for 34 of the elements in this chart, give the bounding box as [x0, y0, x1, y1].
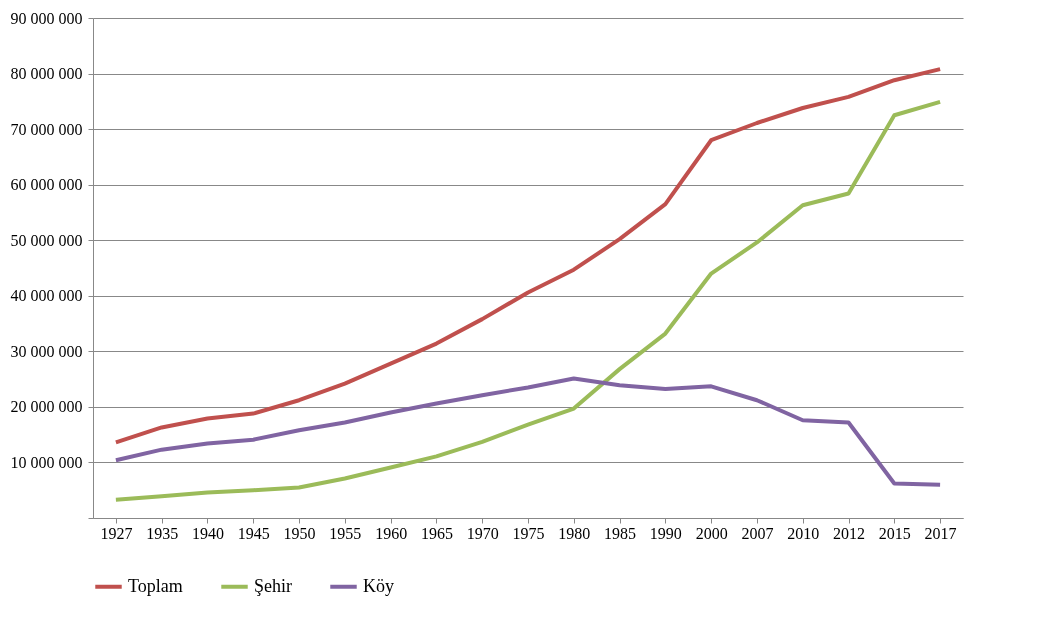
x-tick-label: 1970	[466, 524, 499, 542]
x-tick-label: 1927	[100, 524, 133, 542]
x-tick-label: 2000	[695, 524, 728, 542]
y-tick-label: 90 000 000	[10, 9, 83, 27]
line-series	[113, 376, 943, 487]
x-tick-label: 1990	[649, 524, 682, 542]
y-tick-label: 20 000 000	[10, 398, 83, 416]
x-tick-label: 1955	[329, 524, 362, 542]
x-tick-label: 2010	[787, 524, 820, 542]
y-tick-label: 40 000 000	[10, 287, 83, 305]
x-tick-label: 2017	[924, 524, 957, 542]
x-tick-label: 1945	[237, 524, 270, 542]
legend-label: Toplam	[128, 575, 183, 596]
x-tick-label: 2012	[833, 524, 866, 542]
legend-label: Köy	[363, 575, 394, 596]
line-series	[113, 67, 943, 445]
line-series	[113, 99, 943, 502]
x-tick-label: 1935	[146, 524, 179, 542]
x-tick-label: 1950	[283, 524, 316, 542]
x-tick-label: 1960	[375, 524, 408, 542]
x-tick-label: 1975	[512, 524, 545, 542]
y-tick-label: 80 000 000	[10, 65, 83, 83]
x-tick-label: 2015	[878, 524, 911, 542]
legend-label: Şehir	[254, 575, 292, 596]
y-tick-label: 50 000 000	[10, 231, 83, 249]
x-tick-label: 1965	[420, 524, 453, 542]
y-tick-label: 70 000 000	[10, 120, 83, 138]
x-tick-label: 1940	[191, 524, 224, 542]
x-tick-label: 2007	[741, 524, 774, 542]
x-tick-label: 1985	[604, 524, 637, 542]
y-tick-label: 10 000 000	[10, 453, 83, 471]
y-tick-label: 30 000 000	[10, 342, 83, 360]
x-tick-label: 1980	[558, 524, 591, 542]
y-tick-label: 60 000 000	[10, 176, 83, 194]
